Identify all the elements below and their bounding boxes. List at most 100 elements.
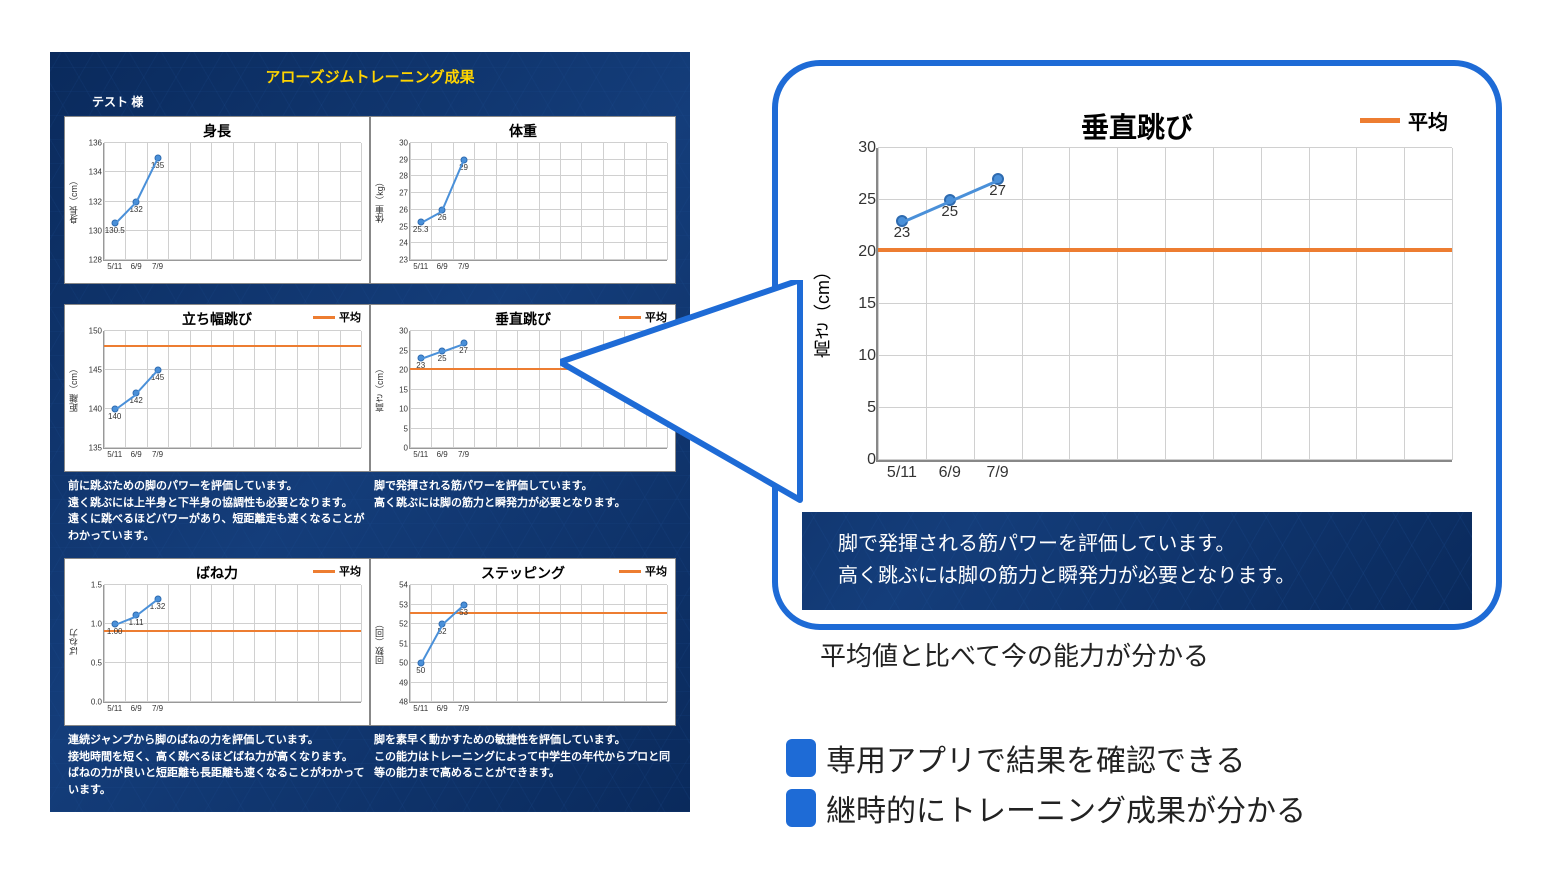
avg-line-swatch [313, 570, 335, 573]
legend-avg-label: 平均 [645, 309, 667, 325]
x-tick: 5/11 [887, 460, 917, 482]
chart-caption: 前に跳ぶための脚のパワーを評価しています。遠く跳ぶには上半身と下半身の協調性も必… [64, 472, 370, 552]
chart-cell-spring: ばね力平均ばね力0.00.51.01.55/116/97/91.001.111.… [64, 558, 370, 806]
chart-height: 身長身長（cm） 1281301321341365/116/97/9130.513… [64, 116, 370, 284]
feature-bullet: 継時的にトレーニング成果が分かる [786, 786, 1306, 830]
y-axis-label: 距離（cm） [67, 364, 80, 412]
zoom-legend-label: 平均 [1408, 106, 1448, 135]
legend-avg-label: 平均 [645, 563, 667, 579]
data-point-label: 130.5 [105, 226, 125, 235]
x-tick: 6/9 [939, 460, 961, 482]
plot-area: 23242526272829305/116/97/925.32629 [409, 143, 667, 261]
y-tick: 48 [399, 698, 410, 707]
legend-avg: 平均 [313, 309, 361, 325]
legend-avg-label: 平均 [339, 309, 361, 325]
y-tick: 25 [399, 222, 410, 231]
y-axis-label: 高さ（cm） [373, 364, 386, 412]
y-tick: 15 [858, 295, 878, 313]
zoom-legend: 平均 [1360, 106, 1448, 135]
x-tick: 6/9 [437, 448, 448, 459]
chart-caption: 脚を素早く動かすための敏捷性を評価しています。この能力はトレーニングによって中学… [370, 726, 676, 790]
x-tick: 5/11 [107, 260, 122, 271]
avg-line [410, 612, 667, 614]
y-tick: 20 [858, 243, 878, 261]
y-tick: 130 [89, 226, 104, 235]
y-tick: 15 [399, 385, 410, 394]
y-tick: 0.0 [91, 698, 104, 707]
legend-avg: 平均 [619, 563, 667, 579]
y-tick: 27 [399, 189, 410, 198]
avg-line-swatch [313, 316, 335, 319]
y-tick: 28 [399, 172, 410, 181]
y-tick: 140 [89, 405, 104, 414]
x-tick: 5/11 [413, 448, 428, 459]
y-tick: 1.0 [91, 620, 104, 629]
data-point-label: 23 [416, 361, 425, 370]
feature-bullets: 専用アプリで結果を確認できる継時的にトレーニング成果が分かる [786, 736, 1306, 836]
data-point-label: 1.11 [129, 618, 144, 627]
x-tick: 5/11 [413, 702, 428, 713]
y-tick: 134 [89, 168, 104, 177]
data-point-label: 23 [894, 224, 911, 241]
avg-line [410, 368, 667, 370]
avg-line-swatch [619, 316, 641, 319]
zoom-chart: 垂直跳び 平均 高さ（cm） 0510152025305/116/97/9232… [802, 92, 1472, 512]
x-tick: 7/9 [152, 448, 163, 459]
y-tick: 25 [858, 191, 878, 209]
chart-vjump: 垂直跳び平均高さ（cm）0510152025305/116/97/9232527 [370, 304, 676, 472]
y-tick: 29 [399, 155, 410, 164]
training-dashboard: アローズジムトレーニング成果 テスト 様 身長身長（cm）12813013213… [50, 52, 690, 812]
chart-title: 身長 [71, 121, 363, 141]
y-tick: 136 [89, 139, 104, 148]
x-tick: 6/9 [437, 260, 448, 271]
y-tick: 0.5 [91, 659, 104, 668]
legend-avg-label: 平均 [339, 563, 361, 579]
y-tick: 20 [399, 366, 410, 375]
y-tick: 135 [89, 444, 104, 453]
y-tick: 132 [89, 197, 104, 206]
chart-spring: ばね力平均ばね力0.00.51.01.55/116/97/91.001.111.… [64, 558, 370, 726]
avg-line-swatch [1360, 118, 1400, 123]
y-tick: 5 [867, 399, 878, 417]
plot-area: 0.00.51.01.55/116/97/91.001.111.32 [103, 585, 361, 703]
chart-caption: 連続ジャンプから脚のばねの力を評価しています。接地時間を短く、高く跳べるほどばね… [64, 726, 370, 806]
y-tick: 30 [858, 139, 878, 157]
dashboard-user: テスト 様 [64, 93, 676, 116]
y-tick: 24 [399, 239, 410, 248]
y-tick: 23 [399, 256, 410, 265]
x-tick: 7/9 [458, 448, 469, 459]
avg-line [104, 630, 361, 632]
data-point-label: 50 [416, 666, 425, 675]
chart-cell-stepping: ステッピング平均回数（回）484950515253545/116/97/9505… [370, 558, 676, 806]
x-tick: 5/11 [107, 702, 122, 713]
plot-area: 1351401451505/116/97/9140142145 [103, 331, 361, 449]
x-tick: 6/9 [131, 702, 142, 713]
zoom-y-axis-label: 高さ（cm） [810, 262, 836, 358]
avg-line [878, 248, 1452, 252]
plot-area: 0510152025305/116/97/9232527 [409, 331, 667, 449]
x-tick: 7/9 [152, 260, 163, 271]
y-tick: 10 [858, 347, 878, 365]
chart-cell-height: 身長身長（cm） 1281301321341365/116/97/9130.513… [64, 116, 370, 298]
y-axis-label: ばね力 [67, 629, 80, 656]
y-tick: 150 [89, 327, 104, 336]
chart-stepping: ステッピング平均回数（回）484950515253545/116/97/9505… [370, 558, 676, 726]
y-tick: 26 [399, 205, 410, 214]
y-tick: 10 [399, 405, 410, 414]
y-axis-label: 体重（kg） [373, 177, 386, 223]
y-axis-label: 身長（cm） [67, 176, 80, 224]
y-tick: 53 [399, 600, 410, 609]
x-tick: 5/11 [107, 448, 122, 459]
y-tick: 49 [399, 678, 410, 687]
chart-caption [64, 284, 370, 298]
y-tick: 50 [399, 659, 410, 668]
y-tick: 0 [867, 451, 878, 469]
chart-weight: 体重体重（kg）23242526272829305/116/97/925.326… [370, 116, 676, 284]
zoom-subtitle: 平均値と比べて今の能力が分かる [820, 636, 1209, 673]
plot-area: 1281301321341365/116/97/9130.5132135 [103, 143, 361, 261]
x-tick: 7/9 [458, 702, 469, 713]
legend-avg: 平均 [619, 309, 667, 325]
x-tick: 7/9 [152, 702, 163, 713]
y-tick: 51 [399, 639, 410, 648]
zoom-callout: 垂直跳び 平均 高さ（cm） 0510152025305/116/97/9232… [772, 60, 1502, 630]
